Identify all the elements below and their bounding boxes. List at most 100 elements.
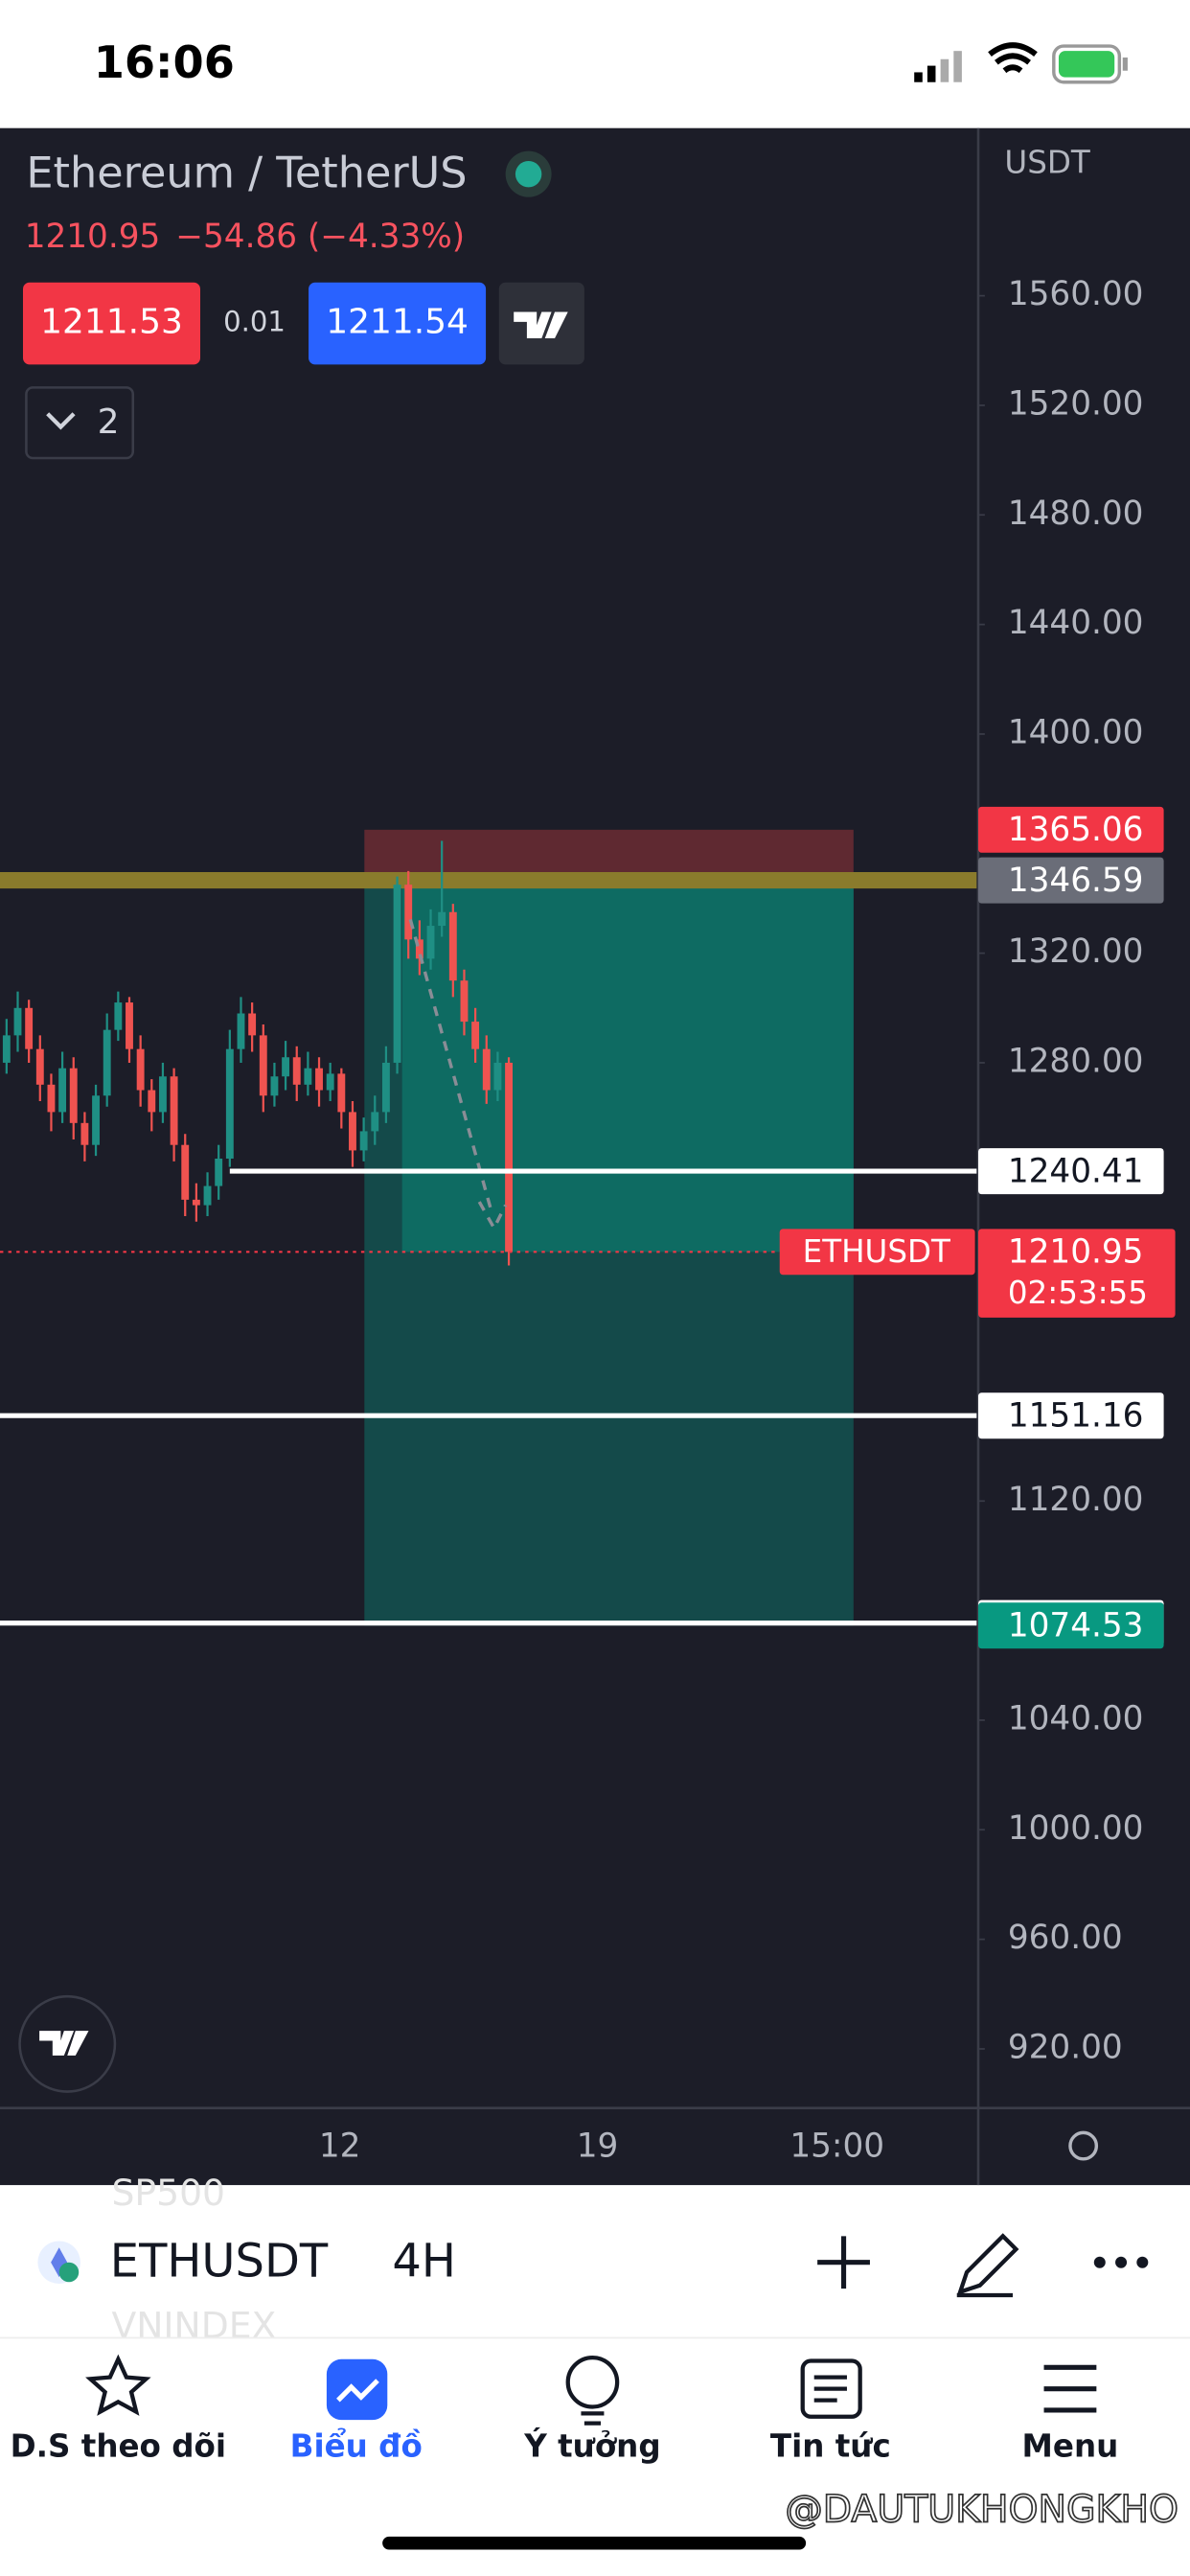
candle-body [460,980,469,1023]
y-tick-label: 1520.00 [1008,384,1144,423]
candle-body [248,1013,257,1036]
candle-body [203,1185,212,1206]
candle-body [448,911,457,981]
icon-part [914,72,923,82]
add-button[interactable] [817,2236,870,2289]
indicator-toggle[interactable] [25,386,135,460]
sell-button[interactable] [22,282,200,365]
tv-badge-logo [39,2031,89,2056]
candle-body [103,1029,111,1096]
more-button[interactable] [1093,2256,1149,2268]
candle-body [126,1002,133,1049]
sell-price[interactable]: 1211.53 [40,303,183,342]
candle-body [80,1122,89,1145]
candle-body [482,1048,491,1091]
stop-zone [364,829,854,881]
draw-button[interactable] [956,2233,1019,2298]
countdown: 02:53:55 [1008,1275,1148,1311]
y-tick-label: 920.00 [1008,2028,1123,2066]
candle-body [381,1062,390,1113]
price-label: 1074.53 [1008,1606,1144,1644]
buy-price[interactable]: 1211.54 [326,303,469,342]
icon-part [1115,2256,1128,2268]
usdt-glyph [58,2262,80,2283]
price-label-box [978,806,1164,853]
candle-body [215,1158,223,1186]
nav-label[interactable]: Ý tưởng [523,2427,660,2464]
toolbar-symbol[interactable]: ETHUSDT [110,2234,329,2288]
candle-body [47,1084,56,1113]
candle-body [426,926,435,959]
icon-part [1058,51,1115,78]
last-price-label: 1210.95 [1008,1233,1144,1272]
candle-body [181,1144,190,1200]
buy-button[interactable] [309,282,487,365]
price-label: 1151.16 [1008,1396,1144,1435]
nav-label[interactable]: Tin tức [770,2427,891,2464]
y-tick-label: 1000.00 [1008,1809,1144,1848]
candle-body [237,1013,245,1049]
candle-body [192,1199,200,1206]
target-progress [401,880,854,1253]
candle-body [136,1048,145,1091]
nav-icon[interactable] [1043,2364,1097,2413]
icon-part [1136,2256,1149,2268]
last-price: 1210.95 [25,218,161,256]
currency-select[interactable]: USDT [1004,144,1090,180]
candle-body [148,1090,156,1113]
chevron [46,412,76,430]
candle-body [282,1057,290,1077]
y-tick-label: 1280.00 [1008,1042,1144,1080]
y-tick-label: 1480.00 [1008,494,1144,533]
candle-body [404,885,413,940]
candle-body [35,1048,44,1085]
price-label: 1346.59 [1008,862,1144,900]
candle-body [13,1007,22,1036]
candle-body [337,1073,346,1113]
candle-body [471,1022,480,1049]
spread: 0.01 [223,306,286,338]
price-label-box [978,857,1164,904]
indicator-count: 2 [98,402,120,442]
symbol-title: Ethereum / TetherUS [26,148,467,197]
candle-body [493,1062,502,1091]
candle-body [25,1007,34,1049]
tv-logo [514,311,568,338]
symbol-label-box [779,1229,975,1276]
projection-arrow [408,918,508,1232]
nav-label[interactable]: Biểu đồ [290,2427,423,2464]
candle-body [69,1068,78,1123]
y-tick-label: 1040.00 [1008,1699,1144,1737]
price-label: 1240.41 [1008,1152,1144,1190]
candle-body [2,1035,11,1063]
icon-part [1052,44,1122,84]
icon-part [1093,2256,1106,2268]
y-tick-label: 1320.00 [1008,932,1144,971]
y-tick-label: 1120.00 [1008,1481,1144,1519]
candle-body [393,885,401,1063]
candle-body [438,911,446,927]
symbol-label: ETHUSDT [803,1233,950,1270]
price-change: −54.86 (−4.33%) [175,218,465,256]
price-label-box [978,1602,1164,1649]
nav-icon[interactable] [800,2358,862,2419]
y-tick-label: 1440.00 [1008,604,1144,642]
plot [0,829,977,1626]
settings-icon[interactable] [1068,2130,1099,2161]
icon-part [953,51,962,82]
nav-label[interactable]: D.S theo dõi [11,2427,226,2464]
candle-body [58,1068,67,1113]
candle-body [359,1131,368,1151]
icon-part [988,42,1038,74]
candle-body [92,1095,100,1145]
nav-icon[interactable] [85,2354,151,2416]
nav-label[interactable]: Menu [1022,2427,1119,2464]
toolbar-interval[interactable]: 4H [392,2234,456,2288]
x-tick-label: 15:00 [790,2127,884,2165]
nav-icon-glyph [336,2379,379,2403]
nav-icon-glyph [581,2411,605,2426]
candle-body [505,1062,514,1253]
last-price-box [978,1229,1176,1318]
candle-body [349,1112,356,1151]
nav-icon[interactable] [565,2355,620,2409]
